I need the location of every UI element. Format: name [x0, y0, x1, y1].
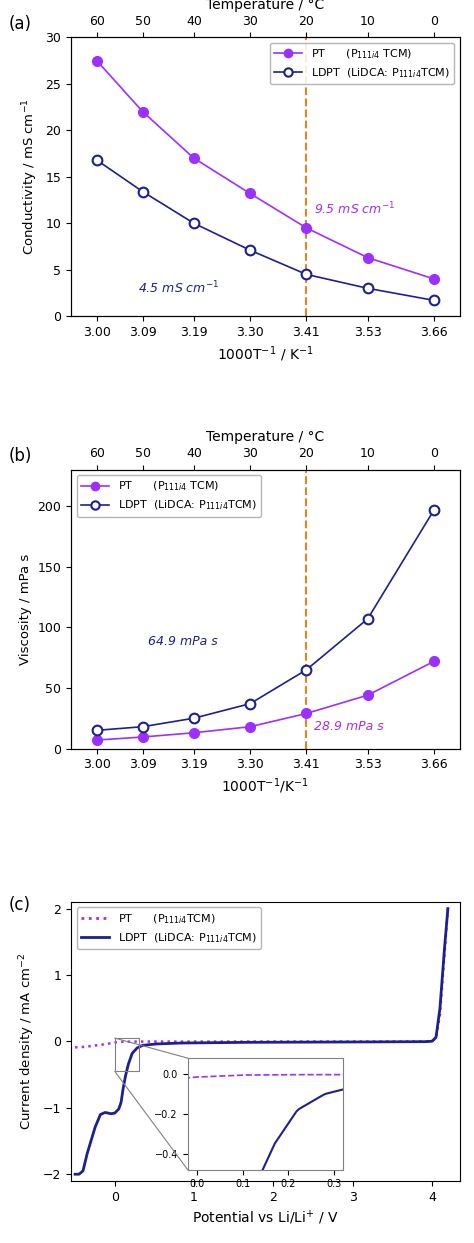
Y-axis label: Current density / mA cm$^{-2}$: Current density / mA cm$^{-2}$ — [18, 953, 37, 1130]
Legend: PT      (P$_{111i4}$TCM), LDPT  (LiDCA: P$_{111i4}$TCM): PT (P$_{111i4}$TCM), LDPT (LiDCA: P$_{11… — [77, 907, 261, 950]
Text: 9.5 mS cm$^{-1}$: 9.5 mS cm$^{-1}$ — [314, 200, 395, 218]
X-axis label: Temperature / °C: Temperature / °C — [206, 0, 325, 12]
Text: (a): (a) — [9, 15, 32, 34]
Y-axis label: Viscosity / mPa s: Viscosity / mPa s — [19, 553, 32, 665]
X-axis label: Potential vs Li/Li$^{+}$ / V: Potential vs Li/Li$^{+}$ / V — [192, 1209, 339, 1227]
Text: 4.5 mS cm$^{-1}$: 4.5 mS cm$^{-1}$ — [137, 280, 219, 296]
Legend: PT      (P$_{111i4}$ TCM), LDPT  (LiDCA: P$_{111i4}$TCM): PT (P$_{111i4}$ TCM), LDPT (LiDCA: P$_{1… — [270, 42, 454, 85]
Text: (c): (c) — [9, 896, 31, 915]
Text: 28.9 mPa s: 28.9 mPa s — [314, 721, 384, 733]
Y-axis label: Conductivity / mS cm$^{-1}$: Conductivity / mS cm$^{-1}$ — [20, 98, 40, 255]
X-axis label: Temperature / °C: Temperature / °C — [206, 430, 325, 444]
X-axis label: 1000T$^{-1}$/K$^{-1}$: 1000T$^{-1}$/K$^{-1}$ — [221, 777, 310, 797]
Text: (b): (b) — [9, 447, 32, 465]
Legend: PT      (P$_{111i4}$ TCM), LDPT  (LiDCA: P$_{111i4}$TCM): PT (P$_{111i4}$ TCM), LDPT (LiDCA: P$_{1… — [77, 475, 261, 517]
Text: 64.9 mPa s: 64.9 mPa s — [148, 635, 218, 649]
Bar — [115, 1038, 138, 1071]
X-axis label: 1000T$^{-1}$ / K$^{-1}$: 1000T$^{-1}$ / K$^{-1}$ — [217, 344, 314, 364]
